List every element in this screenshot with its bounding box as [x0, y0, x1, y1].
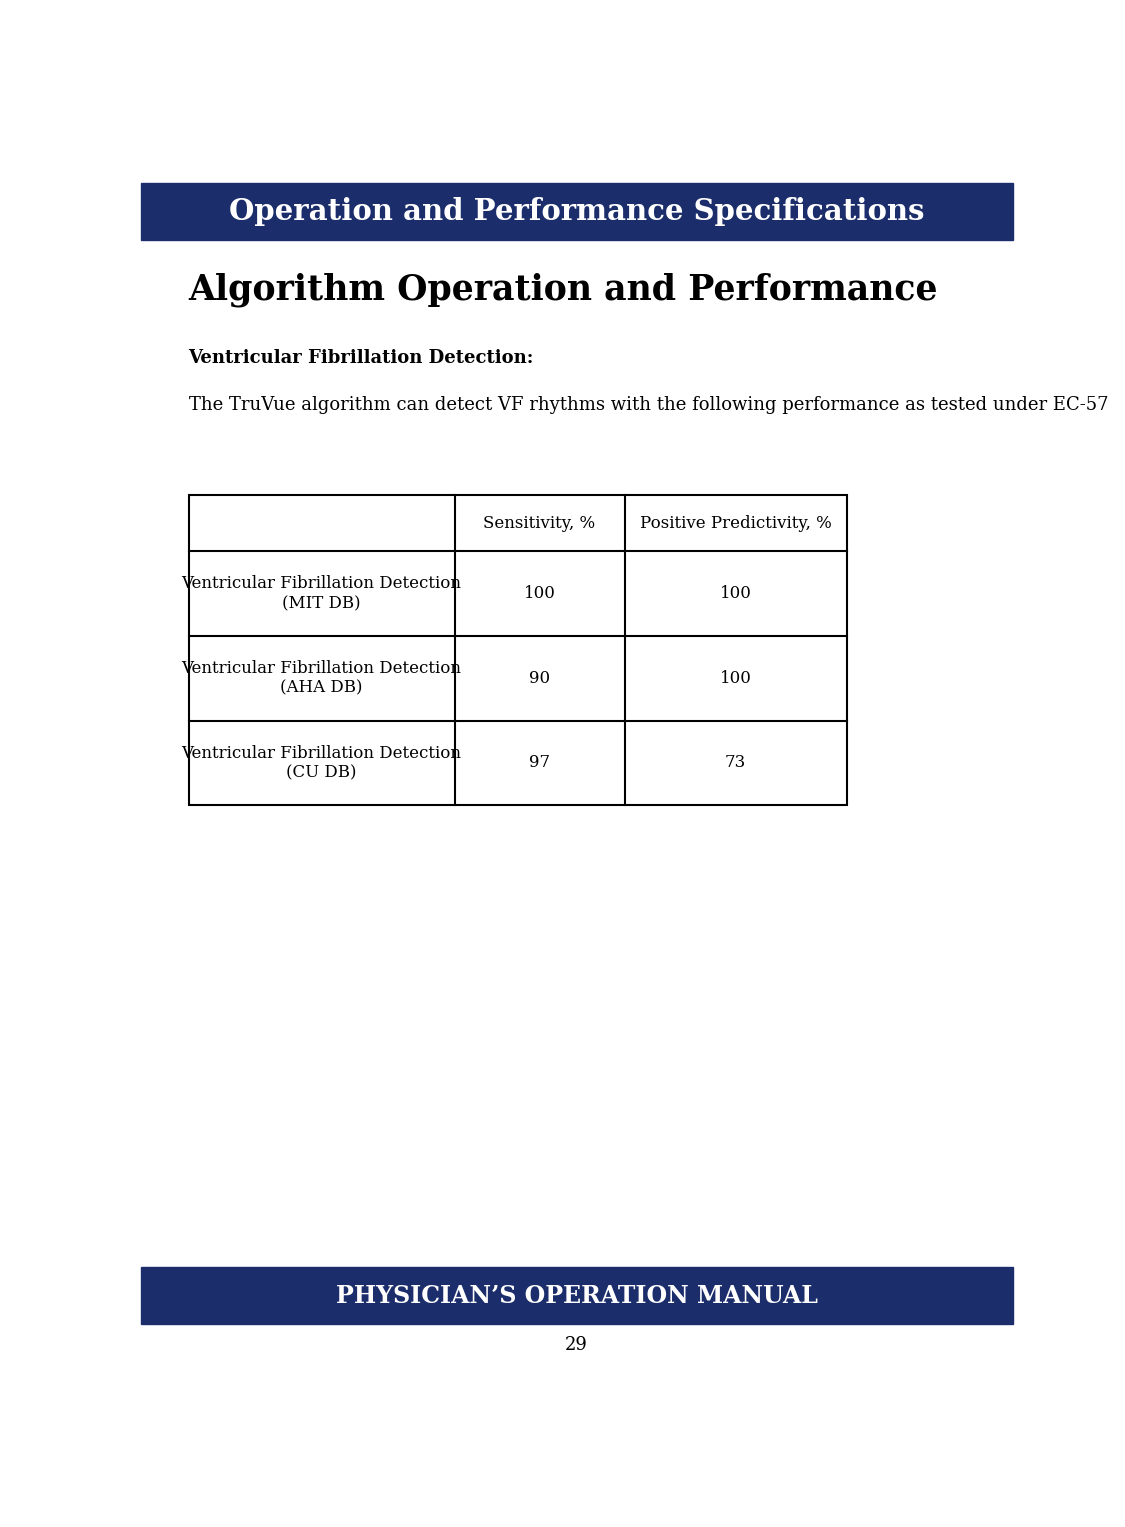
Text: Ventricular Fibrillation Detection:: Ventricular Fibrillation Detection:	[189, 350, 534, 366]
Text: 73: 73	[724, 754, 746, 771]
Bar	[141, 1267, 1012, 1324]
Text: 100: 100	[523, 585, 556, 602]
Text: Ventricular Fibrillation Detection
(MIT DB): Ventricular Fibrillation Detection (MIT …	[181, 576, 461, 612]
Text: Ventricular Fibrillation Detection
(AHA DB): Ventricular Fibrillation Detection (AHA …	[181, 660, 461, 696]
Text: 29: 29	[565, 1336, 588, 1354]
Text: 90: 90	[529, 670, 550, 687]
Text: Ventricular Fibrillation Detection
(CU DB): Ventricular Fibrillation Detection (CU D…	[181, 745, 461, 782]
Bar	[141, 183, 1012, 240]
Text: The TruVue algorithm can detect VF rhythms with the following performance as tes: The TruVue algorithm can detect VF rhyth…	[189, 395, 1108, 414]
Text: Positive Predictivity, %: Positive Predictivity, %	[640, 515, 831, 531]
Text: Sensitivity, %: Sensitivity, %	[484, 515, 595, 531]
Bar	[189, 495, 847, 805]
Text: 100: 100	[720, 585, 752, 602]
Text: 97: 97	[529, 754, 550, 771]
Text: Operation and Performance Specifications: Operation and Performance Specifications	[228, 197, 925, 226]
Text: 100: 100	[720, 670, 752, 687]
Text: PHYSICIAN’S OPERATION MANUAL: PHYSICIAN’S OPERATION MANUAL	[335, 1284, 818, 1307]
Text: Algorithm Operation and Performance: Algorithm Operation and Performance	[189, 273, 938, 307]
